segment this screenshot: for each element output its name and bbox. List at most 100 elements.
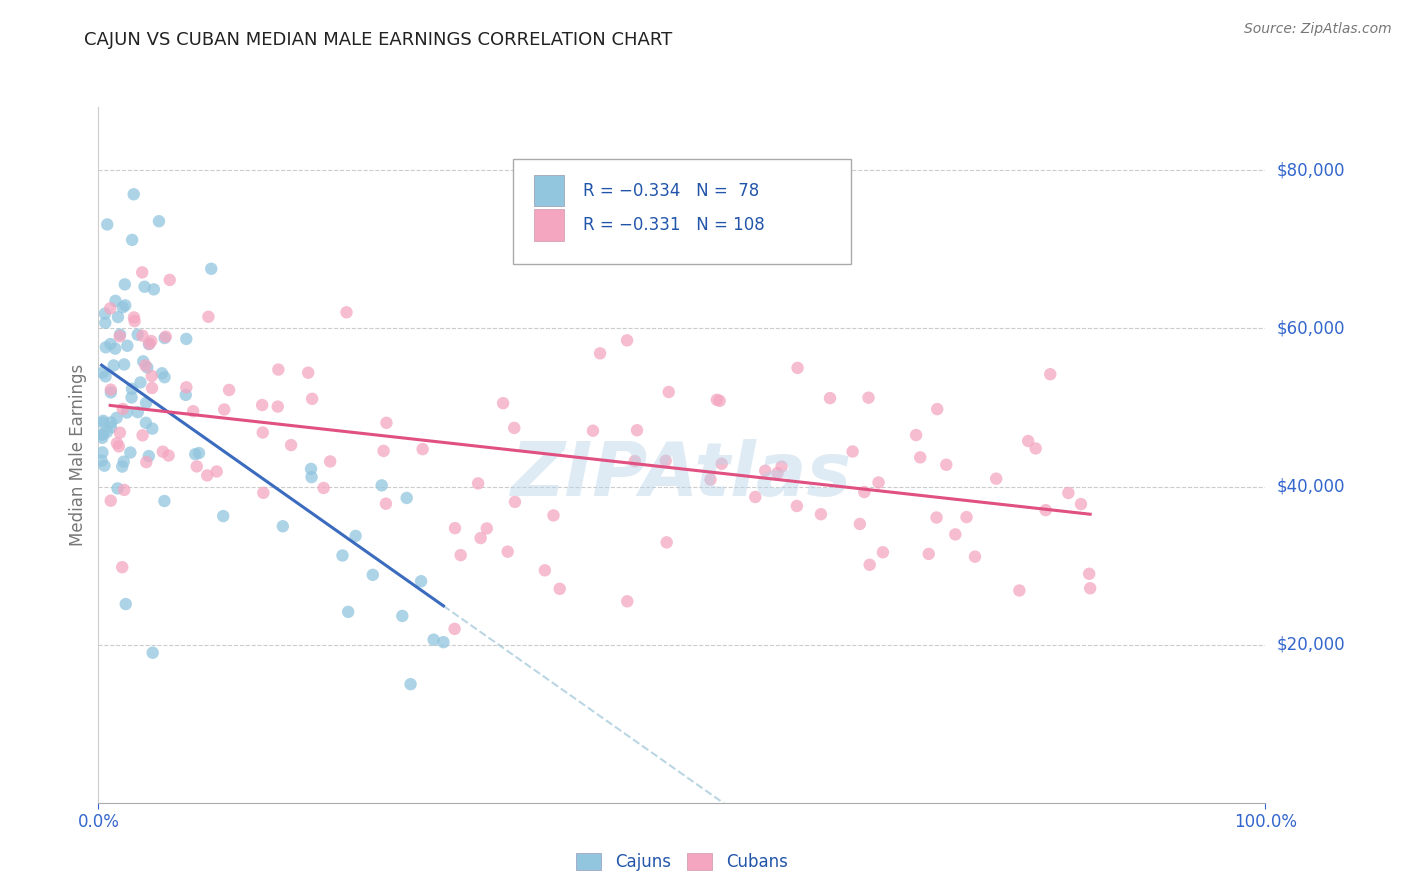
Point xyxy=(94,316,117,330)
Point xyxy=(411,574,433,589)
Point xyxy=(654,454,676,468)
Point xyxy=(905,428,928,442)
Point xyxy=(212,402,235,417)
Point xyxy=(335,305,357,319)
Text: R = −0.334   N =  78: R = −0.334 N = 78 xyxy=(582,182,759,200)
Point xyxy=(91,366,114,380)
Text: $40,000: $40,000 xyxy=(1277,477,1346,496)
Point xyxy=(412,442,434,457)
Point xyxy=(475,521,498,535)
Point xyxy=(104,293,127,308)
Point xyxy=(112,358,135,372)
Point xyxy=(786,499,808,513)
Text: $60,000: $60,000 xyxy=(1277,319,1346,337)
Point xyxy=(141,369,163,384)
Point xyxy=(375,497,398,511)
Point xyxy=(186,459,208,474)
Point xyxy=(543,508,565,523)
Point xyxy=(108,327,131,342)
Point xyxy=(176,380,198,394)
Point xyxy=(131,265,153,279)
Point xyxy=(658,384,681,399)
Point xyxy=(534,563,557,577)
Point xyxy=(114,298,136,312)
Point xyxy=(90,427,112,442)
Text: $80,000: $80,000 xyxy=(1277,161,1346,179)
Point xyxy=(132,354,155,368)
Point xyxy=(108,425,131,440)
Point xyxy=(114,597,136,611)
Point xyxy=(1070,497,1092,511)
Point xyxy=(108,439,131,453)
Point xyxy=(370,478,392,492)
Point xyxy=(1078,566,1101,581)
Point xyxy=(332,549,354,563)
Point xyxy=(1057,486,1080,500)
Point xyxy=(127,405,149,419)
Point xyxy=(655,535,678,549)
Point xyxy=(91,445,114,459)
Point xyxy=(111,300,134,314)
Point xyxy=(96,218,118,232)
Point xyxy=(872,545,894,559)
Point xyxy=(868,475,890,490)
Point xyxy=(496,544,519,558)
Point xyxy=(373,443,395,458)
Point xyxy=(111,459,134,474)
Point xyxy=(1017,434,1039,448)
Point xyxy=(138,449,160,463)
Point xyxy=(444,521,467,535)
Point xyxy=(963,549,986,564)
Point xyxy=(212,509,235,524)
Point xyxy=(96,425,118,439)
Point xyxy=(252,425,274,440)
Point xyxy=(195,468,218,483)
Point xyxy=(927,402,949,417)
Point xyxy=(375,416,398,430)
Point xyxy=(853,485,876,500)
Point xyxy=(955,510,977,524)
Point xyxy=(503,495,526,509)
Point xyxy=(91,431,114,445)
Point xyxy=(1035,503,1057,517)
Point xyxy=(100,416,122,430)
Point xyxy=(153,494,176,508)
Point xyxy=(218,383,240,397)
Point xyxy=(100,420,122,434)
Point xyxy=(121,382,143,396)
Point xyxy=(841,444,863,458)
Point xyxy=(134,359,156,373)
Point xyxy=(337,605,360,619)
Point xyxy=(616,334,638,348)
Point xyxy=(122,187,145,202)
Point xyxy=(155,329,177,343)
Point xyxy=(626,423,648,437)
Point xyxy=(624,454,647,468)
Point xyxy=(103,359,125,373)
Point xyxy=(108,329,131,343)
Point xyxy=(131,428,153,442)
Point xyxy=(91,414,114,428)
Point xyxy=(112,483,135,497)
Point xyxy=(150,366,173,380)
Point xyxy=(111,401,134,416)
Point xyxy=(90,453,112,467)
Point xyxy=(766,466,789,480)
Point xyxy=(112,455,135,469)
Point xyxy=(138,336,160,351)
Point xyxy=(706,392,728,407)
Point xyxy=(699,473,721,487)
Point xyxy=(105,410,128,425)
Point xyxy=(301,470,323,484)
Point xyxy=(503,421,526,435)
Point xyxy=(910,450,932,465)
Point xyxy=(1039,368,1062,382)
Point xyxy=(616,594,638,608)
Point xyxy=(111,560,134,574)
Point xyxy=(157,449,180,463)
Point xyxy=(141,334,163,348)
FancyBboxPatch shape xyxy=(534,210,564,241)
Point xyxy=(122,310,145,325)
Point xyxy=(280,438,302,452)
Point xyxy=(104,342,127,356)
